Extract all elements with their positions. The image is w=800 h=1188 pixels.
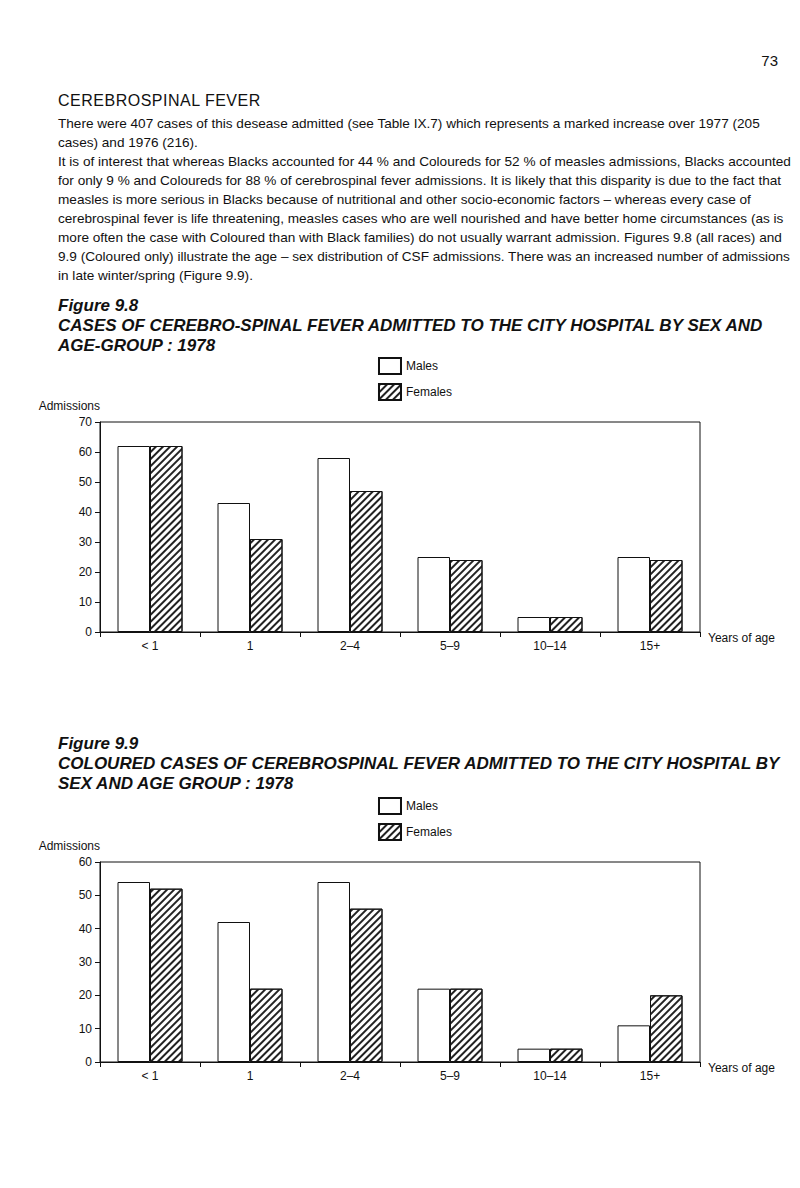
svg-text:15+: 15+ — [640, 1069, 660, 1083]
svg-text:20: 20 — [79, 988, 93, 1002]
svg-text:10–14: 10–14 — [533, 1069, 567, 1083]
svg-text:Years of age: Years of age — [708, 1061, 775, 1075]
svg-text:10: 10 — [79, 595, 93, 609]
svg-text:0: 0 — [85, 625, 92, 639]
svg-text:1: 1 — [247, 1069, 254, 1083]
svg-text:Females: Females — [406, 385, 452, 399]
svg-text:10: 10 — [79, 1022, 93, 1036]
svg-text:Admissions: Admissions — [39, 399, 100, 413]
svg-text:Males: Males — [406, 799, 438, 813]
svg-text:Females: Females — [406, 825, 452, 839]
svg-text:1: 1 — [247, 639, 254, 653]
svg-text:30: 30 — [79, 955, 93, 969]
svg-text:50: 50 — [79, 888, 93, 902]
html-text:CASES OF CEREBRO-SPINAL FEVER: CASES OF CEREBRO-SPINAL FEVER ADMITTED T… — [58, 316, 763, 355]
svg-text:5–9: 5–9 — [440, 639, 460, 653]
svg-text:40: 40 — [79, 505, 93, 519]
svg-text:15+: 15+ — [640, 639, 660, 653]
svg-text:20: 20 — [79, 565, 93, 579]
svg-text:< 1: < 1 — [141, 639, 158, 653]
svg-text:Males: Males — [406, 359, 438, 373]
svg-text:50: 50 — [79, 475, 93, 489]
html-text:73: 73 — [761, 52, 778, 69]
svg-text:60: 60 — [79, 855, 93, 869]
svg-text:70: 70 — [79, 415, 93, 429]
svg-text:Admissions: Admissions — [39, 839, 100, 853]
svg-text:Years of age: Years of age — [708, 631, 775, 645]
svg-text:10–14: 10–14 — [533, 639, 567, 653]
svg-text:< 1: < 1 — [141, 1069, 158, 1083]
html-text:Figure 9.9: Figure 9.9 — [58, 734, 139, 753]
svg-text:60: 60 — [79, 445, 93, 459]
svg-text:0: 0 — [85, 1055, 92, 1069]
html-text:COLOURED CASES OF CEREBROSPINA: COLOURED CASES OF CEREBROSPINAL FEVER AD… — [58, 754, 779, 793]
svg-text:40: 40 — [79, 922, 93, 936]
html-text:CEREBROSPINAL FEVER: CEREBROSPINAL FEVER — [58, 92, 261, 109]
svg-text:2–4: 2–4 — [340, 639, 360, 653]
html-text:Figure 9.8: Figure 9.8 — [58, 296, 139, 315]
html-text:It is of interest that whereas: It is of interest that whereas Blacks ac… — [58, 154, 791, 283]
svg-text:30: 30 — [79, 535, 93, 549]
svg-text:2–4: 2–4 — [340, 1069, 360, 1083]
svg-text:5–9: 5–9 — [440, 1069, 460, 1083]
html-text:There were 407 cases of this d: There were 407 cases of this desease adm… — [58, 116, 760, 150]
